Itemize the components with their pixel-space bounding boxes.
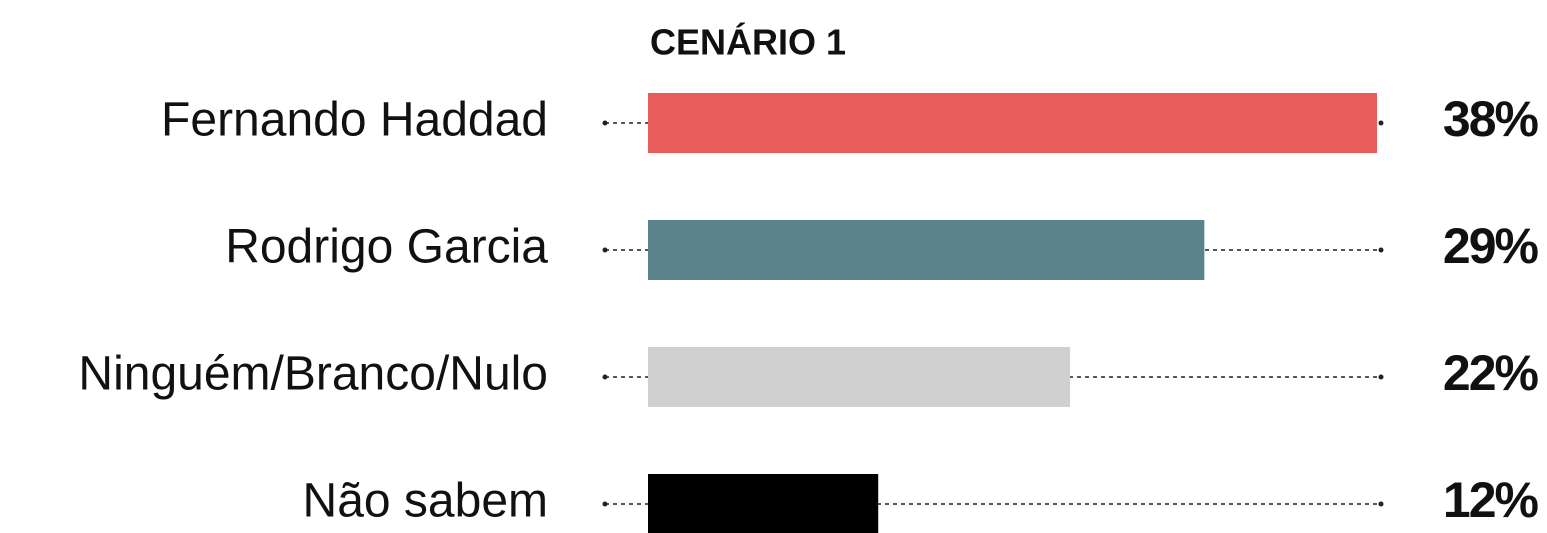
- guide-dot: [1378, 247, 1384, 253]
- category-label: Fernando Haddad: [161, 94, 548, 147]
- category-label: Não sabem: [303, 475, 548, 528]
- guide-dot: [602, 120, 608, 126]
- value-label: 22%: [1443, 345, 1539, 401]
- guide-dot: [1378, 501, 1384, 507]
- guide-dot: [1378, 120, 1384, 126]
- category-label: Rodrigo Garcia: [225, 221, 548, 274]
- value-label: 38%: [1443, 91, 1539, 147]
- guide-dot: [1378, 374, 1384, 380]
- value-label: 29%: [1443, 218, 1539, 274]
- bar: [648, 347, 1071, 407]
- bar: [648, 220, 1205, 280]
- guide-dot: [602, 374, 608, 380]
- category-label: Ninguém/Branco/Nulo: [78, 348, 548, 401]
- bar: [648, 474, 879, 533]
- guide-dot: [602, 247, 608, 253]
- chart-title: CENÁRIO 1: [650, 22, 846, 63]
- bar: [648, 93, 1377, 153]
- value-label: 12%: [1443, 472, 1539, 528]
- guide-dot: [602, 501, 608, 507]
